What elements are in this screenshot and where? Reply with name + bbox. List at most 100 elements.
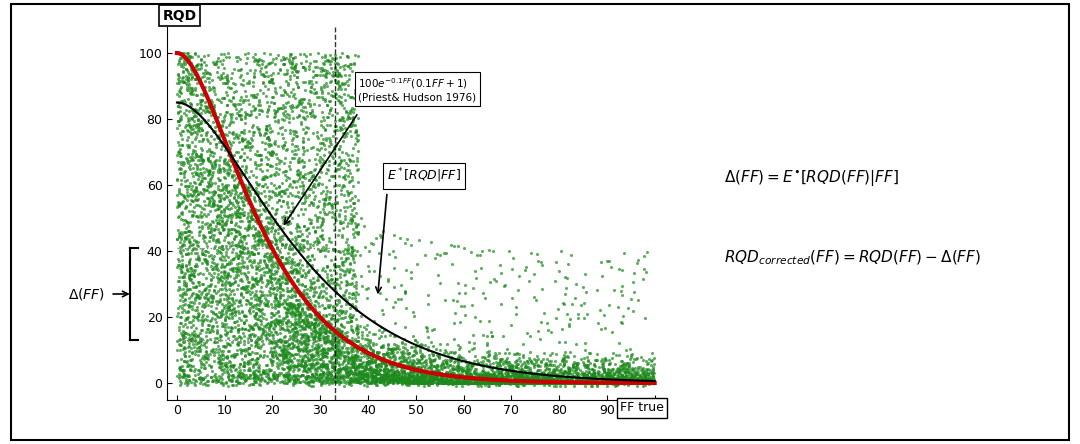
Point bbox=[362, 365, 379, 372]
Point bbox=[278, 342, 295, 349]
Point bbox=[640, 375, 658, 382]
Point bbox=[438, 361, 456, 369]
Point bbox=[417, 370, 434, 377]
Point bbox=[308, 58, 325, 65]
Point bbox=[308, 377, 325, 384]
Point bbox=[489, 380, 507, 387]
Point bbox=[201, 166, 218, 174]
Point bbox=[426, 356, 443, 363]
Point bbox=[458, 380, 475, 387]
Point bbox=[537, 380, 554, 387]
Point bbox=[337, 371, 354, 378]
Point bbox=[285, 155, 302, 162]
Point bbox=[302, 353, 320, 360]
Point bbox=[309, 238, 326, 245]
Point bbox=[249, 344, 267, 351]
Point bbox=[325, 220, 342, 227]
Point bbox=[638, 366, 656, 373]
Point bbox=[551, 379, 568, 386]
Point bbox=[222, 75, 240, 82]
Point bbox=[481, 382, 498, 389]
Point bbox=[319, 297, 336, 304]
Point bbox=[332, 348, 349, 355]
Point bbox=[364, 356, 381, 363]
Point bbox=[262, 356, 280, 363]
Point bbox=[328, 67, 346, 74]
Point bbox=[348, 370, 365, 377]
Point bbox=[434, 376, 451, 383]
Point bbox=[620, 362, 637, 369]
Point bbox=[283, 63, 300, 71]
Point bbox=[256, 181, 273, 188]
Point bbox=[509, 349, 526, 356]
Point bbox=[326, 143, 343, 150]
Point bbox=[327, 91, 345, 98]
Point bbox=[489, 360, 507, 367]
Point bbox=[319, 113, 336, 120]
Point bbox=[419, 347, 436, 354]
Point bbox=[294, 156, 311, 163]
Point bbox=[418, 380, 435, 387]
Point bbox=[570, 380, 588, 387]
Point bbox=[419, 379, 436, 386]
Point bbox=[401, 379, 418, 386]
Point bbox=[321, 209, 338, 216]
Point bbox=[295, 63, 312, 71]
Point bbox=[337, 175, 354, 182]
Point bbox=[363, 373, 380, 381]
Point bbox=[315, 370, 333, 377]
Point bbox=[240, 247, 257, 254]
Point bbox=[285, 131, 302, 138]
Point bbox=[389, 343, 406, 350]
Point bbox=[307, 63, 324, 71]
Point bbox=[478, 348, 496, 355]
Point bbox=[483, 380, 500, 387]
Point bbox=[267, 210, 284, 217]
Point bbox=[536, 369, 553, 376]
Point bbox=[287, 350, 305, 357]
Point bbox=[572, 380, 590, 387]
Point bbox=[291, 223, 308, 230]
Point bbox=[518, 376, 536, 383]
Point bbox=[184, 211, 201, 218]
Point bbox=[540, 380, 557, 387]
Point bbox=[604, 373, 621, 380]
Point bbox=[340, 114, 357, 121]
Point bbox=[609, 368, 626, 375]
Point bbox=[633, 366, 650, 373]
Point bbox=[254, 368, 271, 375]
Point bbox=[245, 368, 262, 375]
Point bbox=[383, 360, 401, 367]
Point bbox=[540, 374, 557, 381]
Point bbox=[342, 348, 360, 355]
Point bbox=[352, 312, 369, 319]
Point bbox=[436, 297, 454, 304]
Point bbox=[231, 360, 248, 367]
Point bbox=[289, 233, 307, 240]
Point bbox=[559, 380, 577, 387]
Point bbox=[566, 380, 583, 387]
Point bbox=[316, 338, 334, 345]
Point bbox=[180, 182, 198, 190]
Point bbox=[253, 306, 270, 313]
Point bbox=[555, 359, 572, 366]
Point bbox=[618, 380, 635, 387]
Point bbox=[355, 375, 373, 382]
Point bbox=[175, 169, 192, 176]
Point bbox=[422, 378, 440, 385]
Point bbox=[173, 89, 190, 96]
Point bbox=[467, 377, 484, 385]
Point bbox=[312, 324, 329, 331]
Point bbox=[405, 363, 422, 370]
Point bbox=[618, 347, 635, 354]
Point bbox=[188, 242, 205, 249]
Point bbox=[294, 357, 311, 364]
Point bbox=[478, 369, 496, 377]
Point bbox=[355, 353, 373, 360]
Point bbox=[188, 290, 205, 297]
Point bbox=[184, 302, 201, 309]
Point bbox=[251, 102, 268, 109]
Point bbox=[572, 371, 590, 378]
Point bbox=[449, 361, 467, 369]
Point bbox=[244, 363, 261, 370]
